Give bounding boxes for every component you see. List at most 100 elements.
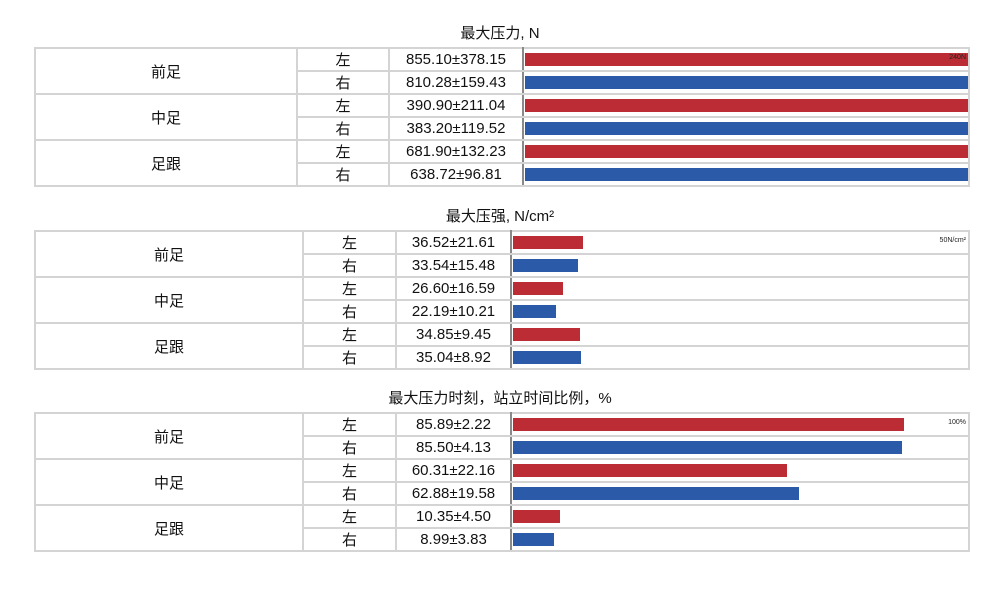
data-table: 前足左 855.10±378.15 240N 右 810.28±159.43 中足左 390… <box>34 47 970 187</box>
bar-left <box>513 282 564 295</box>
side-label: 左 <box>296 93 390 118</box>
data-table: 前足左 36.52±21.61 50N/cm² 右 33.54±15.48 中足左 26.6… <box>34 230 970 370</box>
table-row: 右 638.72±96.81 <box>35 162 970 187</box>
bar-cell <box>522 162 970 187</box>
bar-cell <box>510 504 970 529</box>
bar-right <box>513 533 554 546</box>
region-label: 前足 <box>34 47 298 95</box>
bar-cell: 100% <box>510 412 970 437</box>
table-title: 最大压力, N <box>460 25 540 42</box>
bar-cell <box>522 139 970 164</box>
table-row: 右 62.88±19.58 <box>35 481 970 506</box>
value-cell: 33.54±15.48 <box>395 253 512 278</box>
table-row: 前足左 855.10±378.15 240N <box>34 47 970 95</box>
bar-cell <box>522 70 970 95</box>
region-label: 前足 <box>34 230 304 278</box>
region-label: 前足 <box>34 412 304 460</box>
value-cell: 36.52±21.61 <box>395 230 512 255</box>
table-row: 足跟左 34.85±9.45 <box>34 322 970 370</box>
value-cell: 10.35±4.50 <box>395 504 512 529</box>
side-label: 右 <box>302 435 397 460</box>
scale-label: 240N <box>949 54 966 61</box>
value-cell: 34.85±9.45 <box>395 322 512 347</box>
bar-left <box>513 464 788 477</box>
region-label: 足跟 <box>34 139 298 187</box>
side-label: 右 <box>296 162 390 187</box>
region-label: 中足 <box>34 276 304 324</box>
value-cell: 22.19±10.21 <box>395 299 512 324</box>
table-row: 右 810.28±159.43 <box>35 70 970 95</box>
bar-cell <box>522 116 970 141</box>
side-label: 左 <box>296 139 390 164</box>
side-label: 左 <box>296 47 390 72</box>
bar-left <box>525 145 968 158</box>
bar-cell: 50N/cm² <box>510 230 970 255</box>
bar-left <box>513 418 904 431</box>
value-cell: 681.90±132.23 <box>388 139 524 164</box>
table-row: 足跟左 10.35±4.50 <box>34 504 970 552</box>
side-label: 左 <box>302 230 397 255</box>
value-cell: 62.88±19.58 <box>395 481 512 506</box>
side-label: 左 <box>302 412 397 437</box>
side-label: 右 <box>296 116 390 141</box>
bar-cell <box>510 322 970 347</box>
region-label: 中足 <box>34 93 298 141</box>
bar-right <box>513 487 800 500</box>
bar-right <box>513 441 903 454</box>
value-cell: 638.72±96.81 <box>388 162 524 187</box>
value-cell: 855.10±378.15 <box>388 47 524 72</box>
bar-cell <box>510 299 970 324</box>
value-cell: 85.89±2.22 <box>395 412 512 437</box>
bar-cell <box>510 527 970 552</box>
side-label: 右 <box>302 299 397 324</box>
value-cell: 383.20±119.52 <box>388 116 524 141</box>
table-row: 右 33.54±15.48 <box>35 253 970 278</box>
value-cell: 60.31±22.16 <box>395 458 512 483</box>
side-label: 右 <box>302 527 397 552</box>
bar-left <box>513 328 580 341</box>
bar-cell <box>510 253 970 278</box>
table-row: 右 8.99±3.83 <box>35 527 970 552</box>
bar-cell <box>510 345 970 370</box>
side-label: 右 <box>296 70 390 95</box>
table-row: 前足左 85.89±2.22 100% <box>34 412 970 460</box>
region-label: 足跟 <box>34 504 304 552</box>
region-label: 足跟 <box>34 322 304 370</box>
bar-right <box>525 76 968 89</box>
bar-left <box>513 236 584 249</box>
value-cell: 390.90±211.04 <box>388 93 524 118</box>
bar-cell <box>510 458 970 483</box>
region-label: 中足 <box>34 458 304 506</box>
bar-right <box>525 168 968 181</box>
bar-cell <box>522 93 970 118</box>
table-row: 右 22.19±10.21 <box>35 299 970 324</box>
side-label: 左 <box>302 504 397 529</box>
bar-left <box>525 53 968 66</box>
table-row: 前足左 36.52±21.61 50N/cm² <box>34 230 970 278</box>
value-cell: 35.04±8.92 <box>395 345 512 370</box>
table-row: 中足左 26.60±16.59 <box>34 276 970 324</box>
bar-left <box>513 510 561 523</box>
side-label: 左 <box>302 276 397 301</box>
bar-right <box>513 305 556 318</box>
side-label: 右 <box>302 253 397 278</box>
bar-cell <box>510 481 970 506</box>
value-cell: 810.28±159.43 <box>388 70 524 95</box>
side-label: 左 <box>302 458 397 483</box>
scale-label: 100% <box>948 419 966 426</box>
table-row: 足跟左 681.90±132.23 <box>34 139 970 187</box>
bar-right <box>513 259 578 272</box>
side-label: 左 <box>302 322 397 347</box>
bar-cell <box>510 276 970 301</box>
side-label: 右 <box>302 481 397 506</box>
value-cell: 8.99±3.83 <box>395 527 512 552</box>
table-row: 右 35.04±8.92 <box>35 345 970 370</box>
table-row: 右 85.50±4.13 <box>35 435 970 460</box>
bar-right <box>525 122 968 135</box>
bar-cell: 240N <box>522 47 970 72</box>
scale-label: 50N/cm² <box>939 237 966 244</box>
bar-left <box>525 99 968 112</box>
data-table: 前足左 85.89±2.22 100% 右 85.50±4.13 中足左 60.31±22.… <box>34 412 970 552</box>
bar-cell <box>510 435 970 460</box>
table-row: 中足左 390.90±211.04 <box>34 93 970 141</box>
